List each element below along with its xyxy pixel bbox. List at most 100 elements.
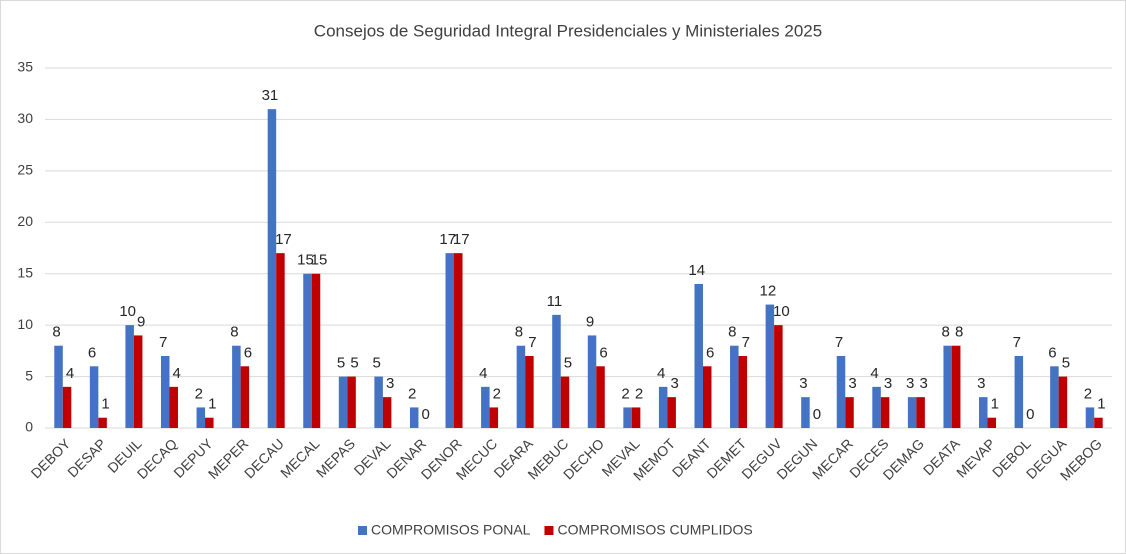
bar	[489, 407, 499, 428]
value-label: 2	[635, 385, 643, 402]
bar	[481, 386, 490, 428]
value-label: 7	[835, 334, 843, 351]
bar	[374, 376, 383, 428]
value-label: 2	[493, 385, 501, 402]
value-label: 2	[621, 385, 629, 402]
legend-label: COMPROMISOS PONAL	[371, 522, 531, 538]
bar	[525, 356, 534, 428]
value-label: 7	[159, 334, 167, 351]
chart-title: Consejos de Seguridad Integral Presidenc…	[314, 21, 822, 40]
bar	[872, 386, 881, 428]
bar	[702, 366, 712, 428]
bar	[62, 386, 72, 428]
value-label: 4	[657, 365, 665, 382]
bar	[658, 386, 668, 428]
value-label: 14	[688, 262, 705, 279]
bar	[907, 397, 917, 428]
bar	[845, 397, 854, 428]
bar	[133, 335, 143, 428]
value-label: 17	[275, 231, 292, 248]
value-label: 1	[991, 396, 999, 413]
value-label: 4	[66, 365, 74, 382]
value-label: 4	[479, 365, 487, 382]
value-label: 3	[799, 375, 807, 392]
value-label: 3	[906, 375, 914, 392]
value-label: 17	[453, 231, 470, 248]
y-tick-label: 0	[25, 419, 33, 435]
value-label: 3	[670, 375, 678, 392]
y-tick-label: 5	[25, 367, 33, 383]
bar	[587, 335, 597, 428]
bar	[1094, 417, 1103, 428]
bar	[943, 345, 952, 428]
bar	[89, 366, 99, 428]
bar	[774, 325, 783, 428]
value-label: 8	[515, 324, 523, 341]
value-label: 3	[977, 375, 985, 392]
value-label: 1	[101, 396, 109, 413]
value-label: 8	[955, 324, 963, 341]
bar	[445, 253, 455, 428]
bar	[730, 345, 739, 428]
bar	[1058, 376, 1068, 428]
value-label: 5	[1062, 355, 1070, 372]
value-label: 2	[195, 385, 203, 402]
bar	[276, 253, 285, 428]
y-tick-label: 10	[17, 316, 33, 332]
bar	[338, 376, 348, 428]
y-tick-label: 25	[17, 162, 33, 178]
bar	[765, 304, 775, 428]
y-tick-label: 35	[17, 59, 33, 75]
value-label: 10	[119, 303, 136, 320]
bar	[516, 345, 526, 428]
value-label: 7	[528, 334, 536, 351]
bar	[667, 397, 676, 428]
value-label: 6	[1048, 344, 1056, 361]
legend-swatch	[358, 526, 367, 535]
bar	[836, 356, 846, 428]
bar	[1050, 366, 1059, 428]
bar	[240, 366, 250, 428]
value-label: 12	[760, 283, 777, 300]
value-label: 6	[599, 344, 607, 361]
bar	[454, 253, 463, 428]
bar	[54, 345, 63, 428]
value-label: 8	[728, 324, 736, 341]
bar	[1014, 356, 1024, 428]
value-label: 15	[297, 252, 314, 269]
value-label: 9	[137, 313, 145, 330]
value-label: 3	[919, 375, 927, 392]
value-label: 1	[208, 396, 216, 413]
y-tick-label: 30	[17, 110, 33, 126]
value-label: 2	[408, 385, 416, 402]
legend-label: COMPROMISOS CUMPLIDOS	[557, 522, 752, 538]
y-tick-label: 20	[17, 213, 33, 229]
value-label: 6	[88, 344, 96, 361]
bar	[987, 417, 997, 428]
value-label: 0	[813, 406, 821, 423]
bar	[979, 397, 988, 428]
bar	[801, 397, 810, 428]
bar	[880, 397, 890, 428]
bar	[98, 417, 107, 428]
bar	[596, 366, 605, 428]
bar	[196, 407, 206, 428]
value-label: 0	[1026, 406, 1034, 423]
value-label: 3	[386, 375, 394, 392]
value-label: 8	[230, 324, 238, 341]
bar	[160, 356, 170, 428]
y-tick-label: 15	[17, 264, 33, 280]
value-label: 11	[547, 293, 563, 310]
bar	[232, 345, 241, 428]
value-label: 5	[350, 355, 358, 372]
bar	[205, 417, 214, 428]
bar	[311, 273, 321, 428]
value-label: 5	[564, 355, 572, 372]
value-label: 10	[773, 303, 790, 320]
value-label: 3	[848, 375, 856, 392]
value-label: 2	[1084, 385, 1092, 402]
value-label: 31	[262, 87, 279, 104]
bar	[552, 314, 561, 428]
